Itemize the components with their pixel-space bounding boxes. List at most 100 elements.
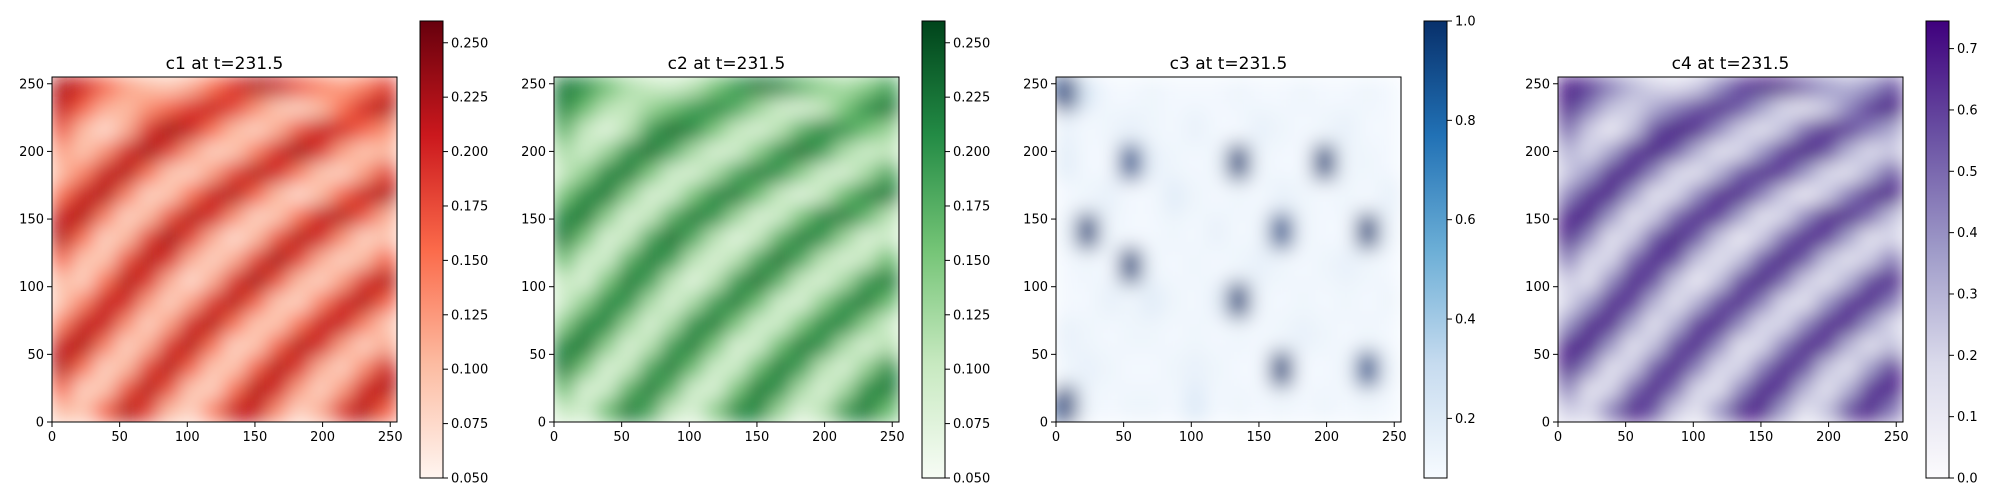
heatmap-cell — [1056, 317, 1079, 354]
heatmap-cell — [331, 356, 355, 380]
heatmap-cell — [1292, 145, 1316, 182]
heatmap-cell — [1141, 248, 1165, 285]
heatmap-cell — [115, 270, 140, 294]
heatmap-cell — [768, 226, 793, 251]
heatmap-cell — [1880, 205, 1903, 229]
heatmap-cell — [682, 140, 706, 165]
heatmap-cell — [1643, 399, 1667, 422]
heatmap-cell — [1356, 110, 1381, 147]
colorbar-tick-label: 0.250 — [953, 36, 990, 51]
heatmap-cell — [1664, 334, 1689, 359]
heatmap-cell — [617, 356, 642, 380]
heatmap-cell — [158, 140, 183, 165]
heatmap-cell — [1227, 77, 1252, 113]
colorbar-4 — [1925, 20, 1950, 479]
heatmap-cell — [94, 183, 118, 208]
heatmap-cell — [1858, 291, 1883, 316]
heatmap-cell — [725, 270, 750, 294]
heatmap-cell — [1098, 352, 1122, 389]
heatmap-cell — [1707, 97, 1732, 122]
heatmap-cell — [1664, 377, 1689, 402]
heatmap-cell — [1249, 145, 1273, 182]
heatmap-cell — [1292, 179, 1316, 216]
heatmap-cell — [1378, 110, 1401, 147]
heatmap-cell — [790, 334, 814, 359]
heatmap-cell — [833, 140, 857, 165]
x-tick-label: 250 — [378, 430, 403, 445]
heatmap-cell — [158, 248, 183, 273]
heatmap-cell — [309, 270, 334, 294]
colorbar-tick-label: 0.075 — [953, 417, 990, 432]
heatmap-cell — [223, 77, 248, 100]
heatmap-cell — [1794, 140, 1818, 165]
heatmap-cell — [266, 291, 291, 316]
heatmap-cell — [1098, 248, 1122, 285]
heatmap-cell — [574, 119, 599, 143]
heatmap-cell — [1313, 317, 1338, 354]
heatmap-cell — [596, 205, 620, 229]
heatmap-cell — [1141, 179, 1165, 216]
heatmap-cell — [1858, 183, 1883, 208]
heatmap-cell — [1858, 205, 1883, 229]
heatmap-cell — [703, 334, 728, 359]
heatmap-cell — [1356, 145, 1381, 182]
heatmap-cell — [1313, 283, 1338, 320]
heatmap-cell — [137, 77, 161, 100]
heatmap-cell — [1686, 334, 1710, 359]
heatmap-cell — [180, 97, 204, 122]
heatmap-cell — [876, 97, 899, 122]
heatmap-cell — [1184, 248, 1208, 285]
panel-3: c3 at t=231.5 0 50 100 150 200 250 0 50 100 150 200… — [1023, 15, 1476, 479]
heatmap-cell — [725, 334, 750, 359]
heatmap-cell — [309, 356, 334, 380]
heatmap-cell — [72, 119, 97, 143]
heatmap-cell — [747, 97, 771, 122]
heatmap-cell — [1356, 352, 1381, 389]
colorbar-tick-label: 0.100 — [953, 363, 990, 378]
heatmap-cell — [1227, 179, 1252, 216]
heatmap-cell — [201, 399, 226, 422]
colorbar-tick-label: 0.4 — [1455, 313, 1476, 328]
heatmap-cell — [554, 226, 577, 251]
heatmap-cell — [554, 77, 577, 100]
heatmap-cell — [682, 97, 706, 122]
heatmap-cell — [1600, 399, 1624, 422]
heatmap-cell — [1815, 77, 1840, 100]
heatmap-cell — [201, 248, 226, 273]
heatmap-cell — [374, 97, 397, 122]
heatmap-cell — [331, 97, 355, 122]
heatmap-cell — [1558, 356, 1581, 380]
heatmap-cell — [682, 334, 706, 359]
heatmap-cell — [811, 119, 836, 143]
heatmap-cell — [811, 140, 836, 165]
heatmap-cell — [352, 313, 377, 337]
heatmap-cell — [790, 140, 814, 165]
heatmap-cell — [1162, 352, 1187, 389]
heatmap-cell — [682, 270, 706, 294]
heatmap-cell — [1858, 119, 1883, 143]
colorbar-tick-label: 0.125 — [953, 308, 990, 323]
heatmap-cell — [1578, 183, 1603, 208]
heatmap-cell — [876, 291, 899, 316]
heatmap-cell — [768, 140, 793, 165]
heatmap-cell — [1356, 317, 1381, 354]
heatmap-cell — [1098, 214, 1122, 251]
heatmap-cell — [854, 377, 879, 402]
heatmap-cell — [1119, 248, 1144, 285]
heatmap-cell — [1772, 356, 1797, 380]
heatmap-cell — [245, 313, 269, 337]
heatmap-cell — [1578, 205, 1603, 229]
heatmap-cell — [1056, 214, 1079, 251]
heatmap-cell — [1664, 356, 1689, 380]
heatmap-cell — [1227, 145, 1252, 182]
heatmap-cell — [1205, 248, 1230, 285]
y-tick-label: 100 — [1023, 280, 1048, 295]
heatmap-cell — [1815, 270, 1840, 294]
x-tick-label: 50 — [1617, 430, 1634, 445]
plot-frame — [51, 76, 398, 423]
heatmap-cell — [1794, 119, 1818, 143]
heatmap-cell — [596, 226, 620, 251]
heatmap-cell — [876, 119, 899, 143]
heatmap-cell — [374, 291, 397, 316]
heatmap-cell — [201, 334, 226, 359]
